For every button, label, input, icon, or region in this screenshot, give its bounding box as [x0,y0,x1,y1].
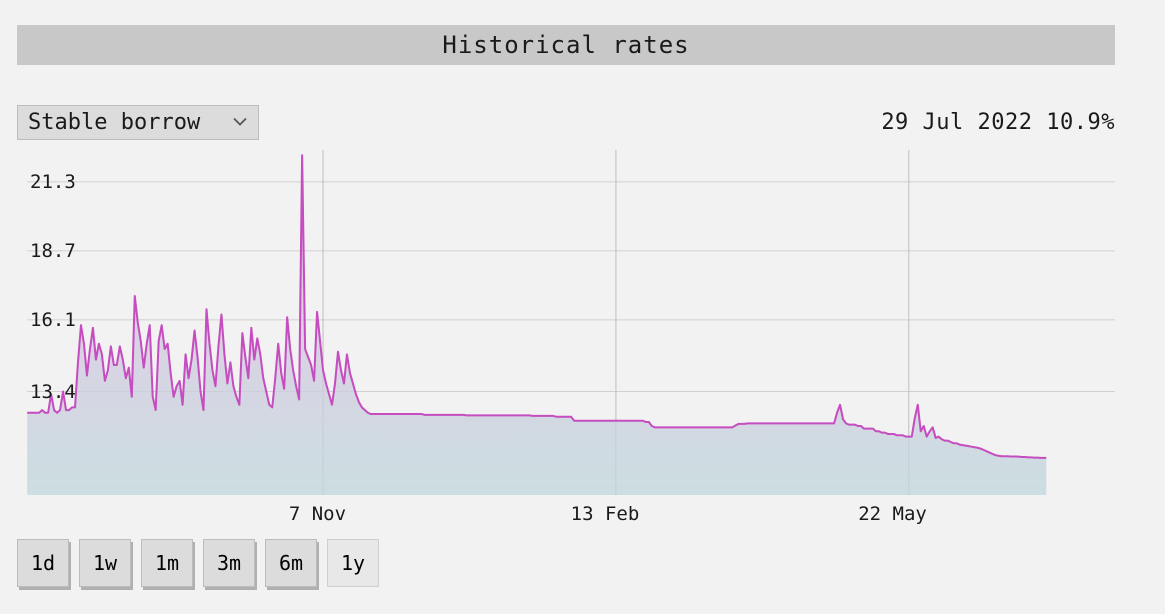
chart-canvas [17,150,1115,495]
range-button-1m[interactable]: 1m [141,539,193,587]
range-button-1w[interactable]: 1w [79,539,131,587]
x-tick-label: 13 Feb [571,503,640,525]
hover-readout: 29 Jul 2022 10.9% [881,110,1115,135]
panel-title-bar: Historical rates [17,25,1115,65]
x-axis-labels: 7 Nov 13 Feb 22 May [17,495,1115,525]
y-tick-label: 13.4 [30,381,76,403]
y-tick-label: 18.7 [30,240,76,262]
chevron-down-icon [232,110,248,135]
rates-chart[interactable]: 13.4 16.1 18.7 21.3 [17,150,1115,495]
page-root: Historical rates Stable borrow 29 Jul 20… [0,0,1165,614]
x-tick-label: 22 May [858,503,927,525]
y-tick-label: 21.3 [30,171,76,193]
range-button-1d[interactable]: 1d [17,539,69,587]
y-tick-label: 16.1 [30,309,76,331]
range-button-6m[interactable]: 6m [265,539,317,587]
range-button-3m[interactable]: 3m [203,539,255,587]
readout-date: 29 Jul 2022 [881,110,1032,135]
x-tick-label: 7 Nov [289,503,346,525]
range-buttons: 1d1w1m3m6m1y [17,539,1115,587]
dropdown-selected-label: Stable borrow [28,110,200,135]
readout-value: 10.9% [1046,110,1115,135]
rate-type-dropdown[interactable]: Stable borrow [17,105,259,140]
range-button-1y[interactable]: 1y [327,539,379,587]
panel-title: Historical rates [442,31,689,59]
controls-row: Stable borrow 29 Jul 2022 10.9% [17,105,1115,140]
